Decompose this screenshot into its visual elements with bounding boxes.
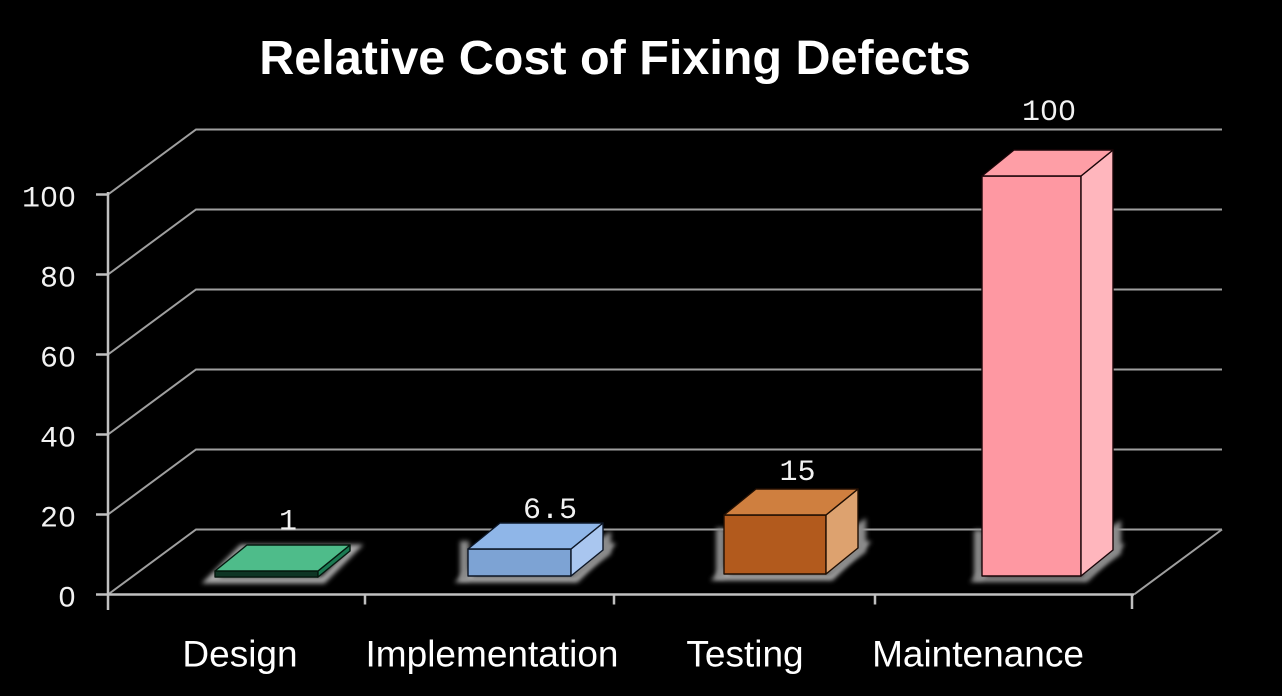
svg-text:Maintenance: Maintenance [872, 634, 1084, 675]
svg-text:Design: Design [182, 634, 297, 675]
svg-text:1: 1 [279, 506, 297, 540]
svg-text:Implementation: Implementation [366, 634, 619, 675]
svg-text:Relative Cost of Fixing Defect: Relative Cost of Fixing Defects [259, 31, 971, 85]
svg-text:80: 80 [40, 263, 76, 297]
svg-text:40: 40 [40, 423, 76, 457]
svg-text:20: 20 [40, 503, 76, 537]
svg-text:Testing: Testing [686, 634, 803, 675]
svg-text:60: 60 [40, 343, 76, 377]
svg-text:15: 15 [779, 456, 815, 490]
svg-text:6.5: 6.5 [523, 494, 577, 528]
